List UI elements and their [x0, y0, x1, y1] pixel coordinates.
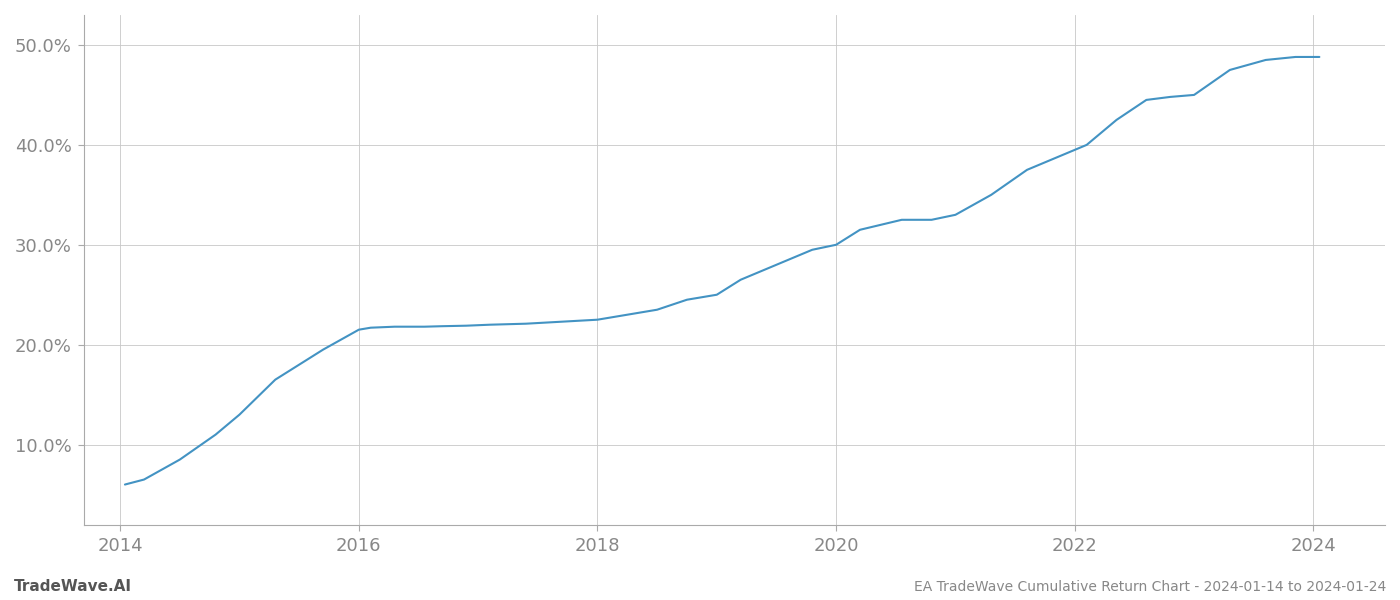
- Text: EA TradeWave Cumulative Return Chart - 2024-01-14 to 2024-01-24: EA TradeWave Cumulative Return Chart - 2…: [914, 580, 1386, 594]
- Text: TradeWave.AI: TradeWave.AI: [14, 579, 132, 594]
